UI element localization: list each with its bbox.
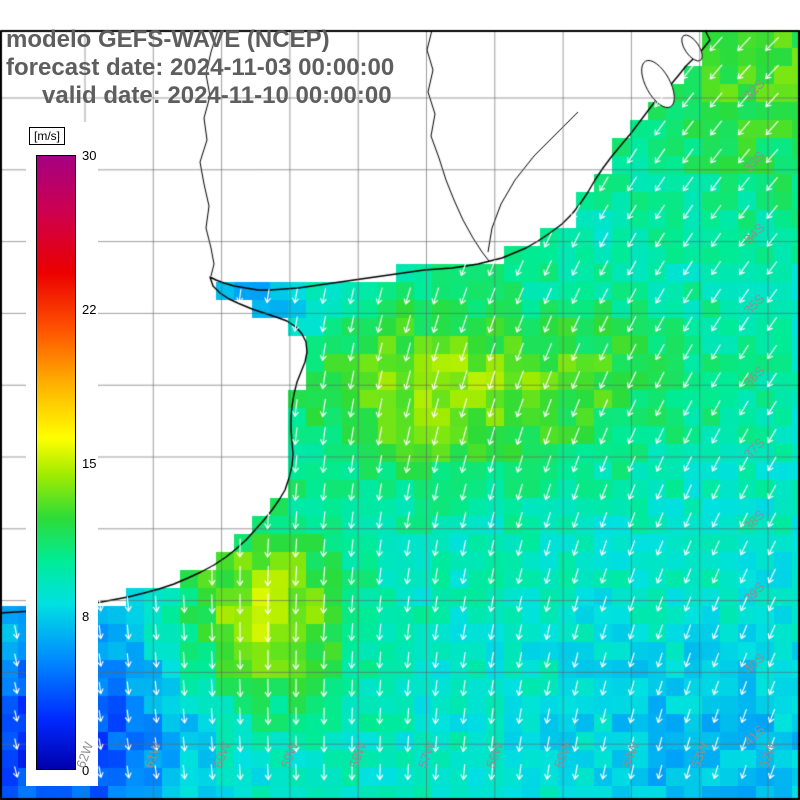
map-header: modelo GEFS-WAVE (NCEP) forecast date: 2… <box>6 26 394 110</box>
colorbar-tick-label: 0 <box>82 763 90 778</box>
valid-date-label: valid date: 2024-11-10 00:00:00 <box>42 82 392 109</box>
colorbar-panel: [m/s] 30 22 15 8 0 <box>26 122 98 786</box>
colorbar-gradient <box>36 155 76 770</box>
colorbar-unit-label: [m/s] <box>29 127 65 145</box>
model-title: modelo GEFS-WAVE (NCEP) <box>6 26 330 53</box>
colorbar-tick-label: 22 <box>82 301 97 317</box>
colorbar-tick-label: 8 <box>82 609 90 625</box>
colorbar-tick-label: 30 <box>82 148 97 163</box>
forecast-date-label: forecast date: 2024-11-03 00:00:00 <box>6 54 395 81</box>
colorbar-tick-label: 15 <box>82 455 97 471</box>
